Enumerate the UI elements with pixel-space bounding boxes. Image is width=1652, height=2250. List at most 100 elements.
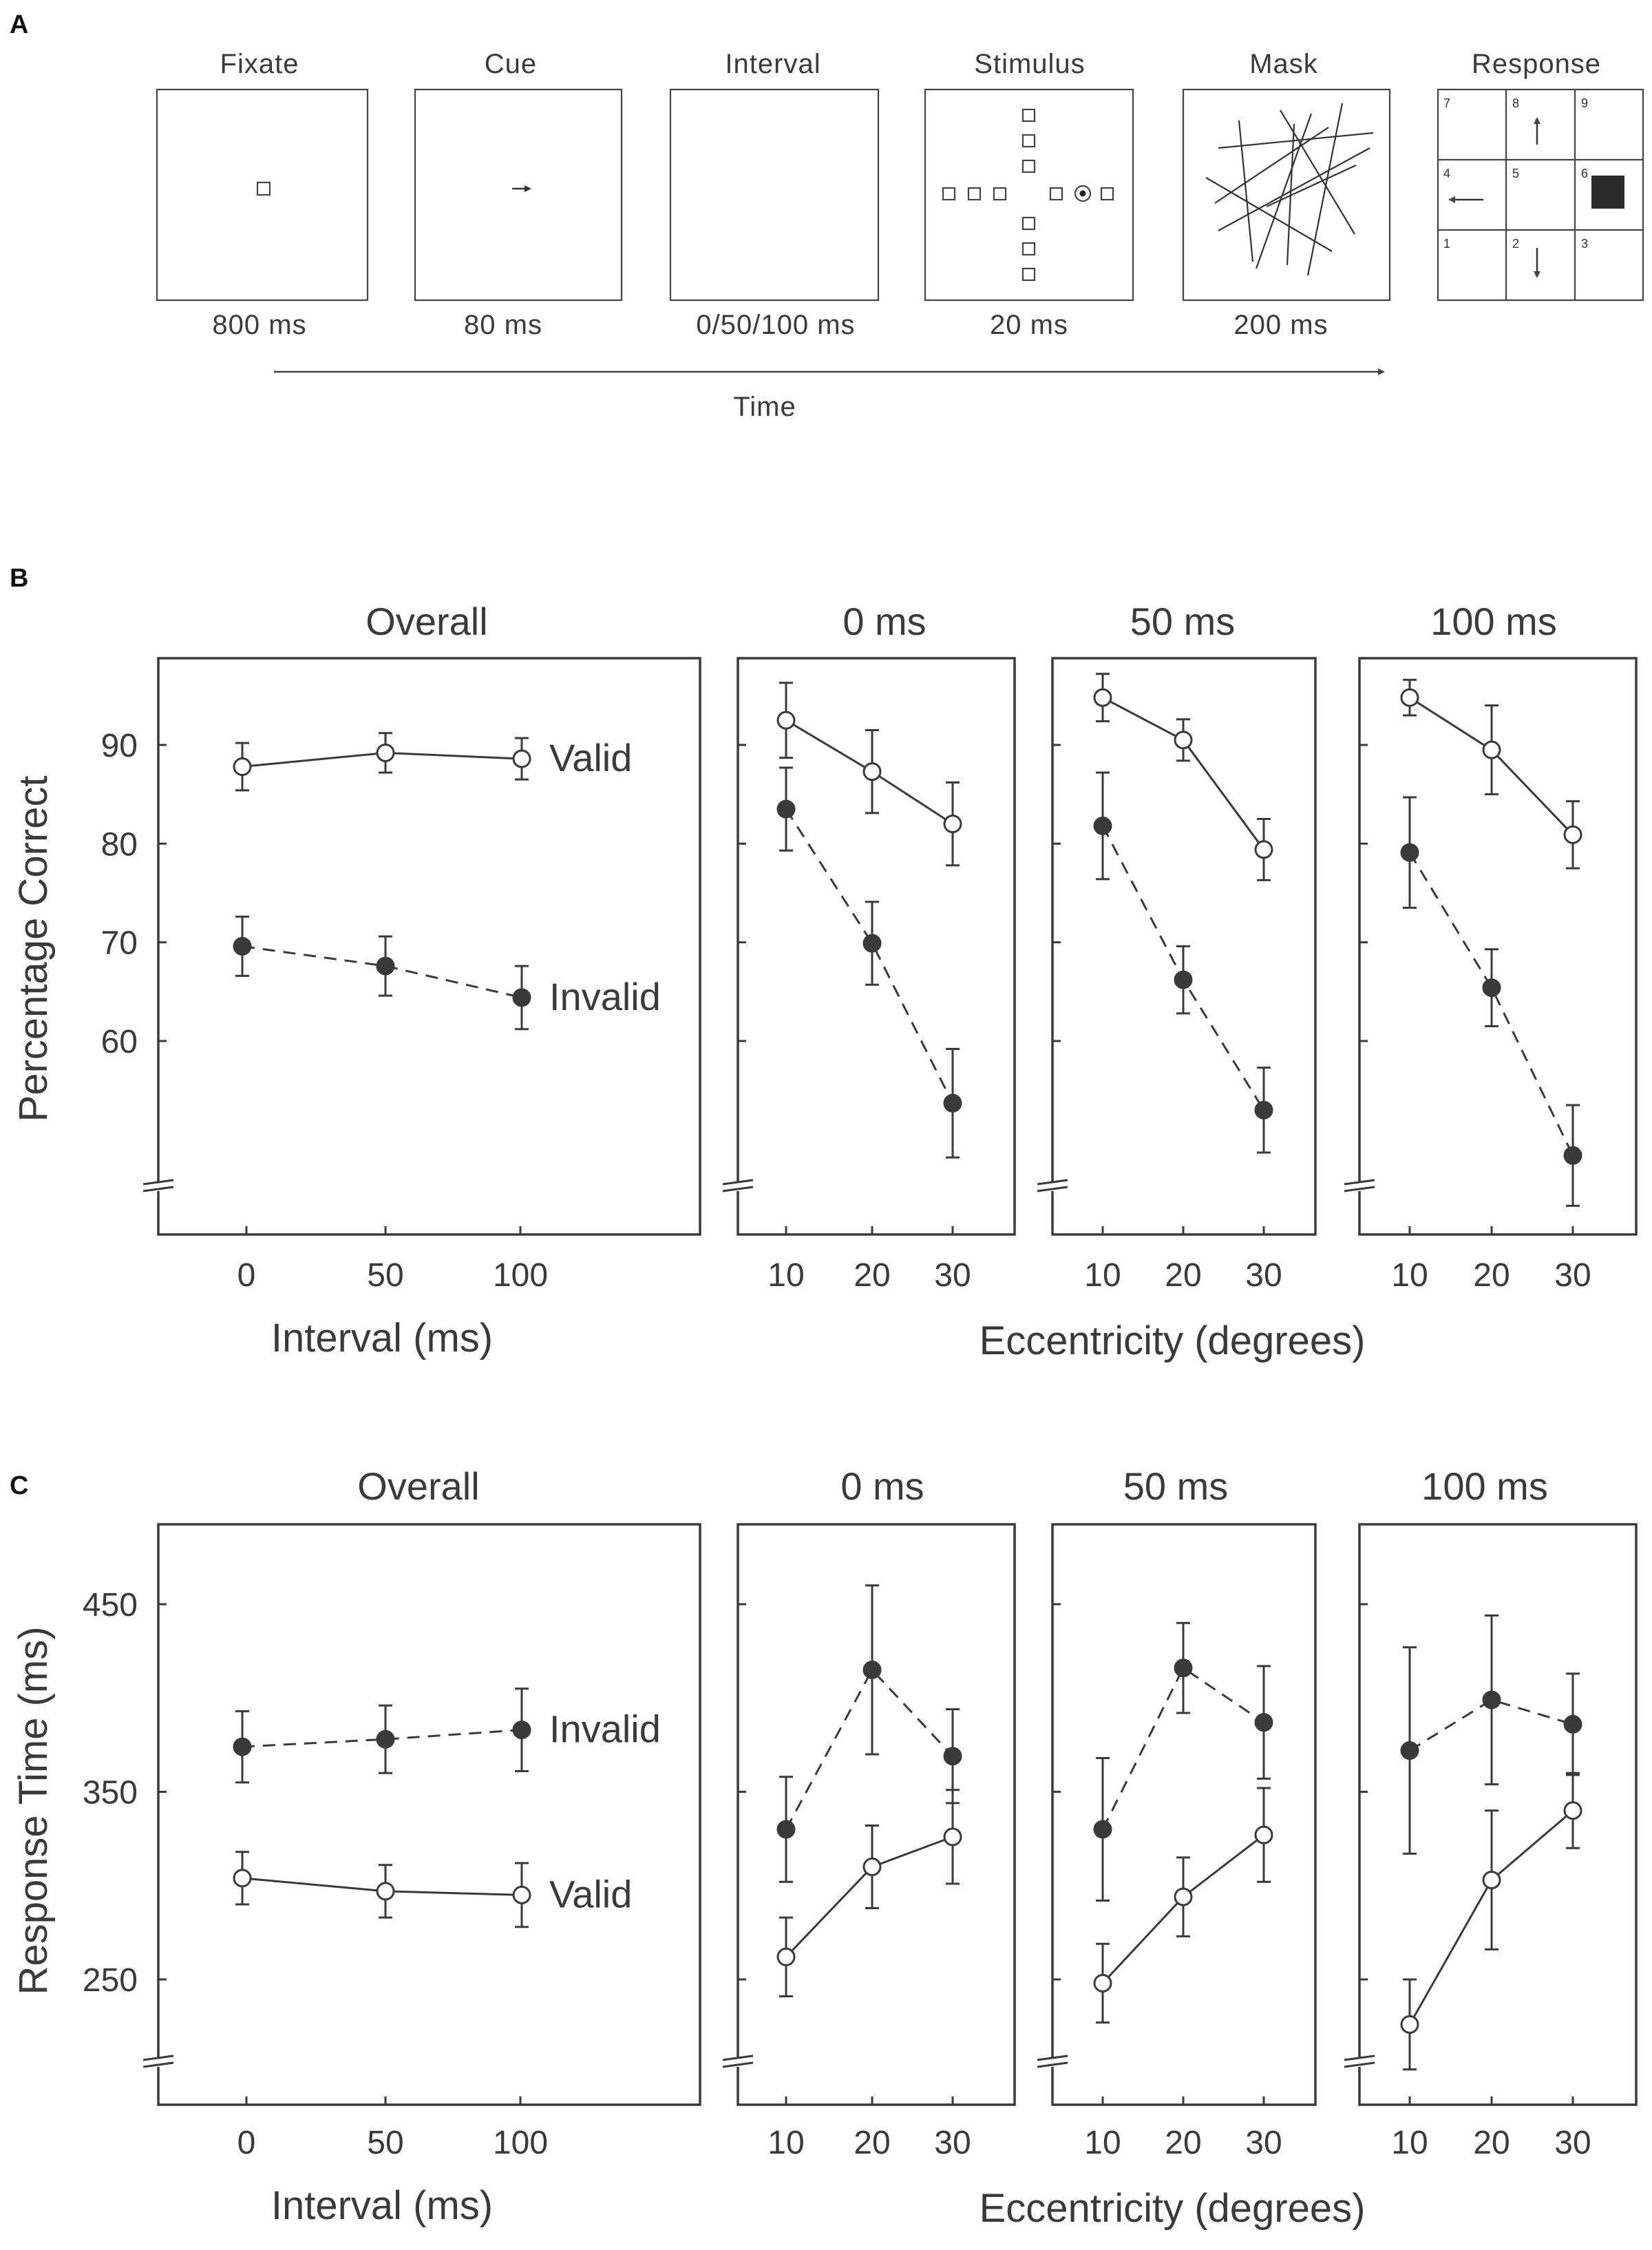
data-point-invalid: [512, 1721, 531, 1740]
grid-number: 8: [1512, 96, 1519, 110]
axis-break-mark: [142, 2061, 174, 2068]
x-tick-label: 100: [493, 1257, 548, 1294]
plot-area: 10 20 30: [1344, 678, 1591, 1294]
series-line-invalid: [785, 1668, 954, 1830]
axis-break-mark: [722, 1179, 754, 1186]
plot-area: 10 20 30: [1037, 1603, 1282, 2161]
x-tick-label: 0: [237, 1257, 256, 1294]
grid-number: 6: [1581, 167, 1588, 180]
chart-title: 50 ms: [1130, 600, 1236, 643]
frame-label: Cue: [485, 49, 537, 79]
axis-break-gap: [1357, 1181, 1362, 1191]
series-line-invalid: [242, 945, 522, 999]
chart-c-0ms: 0 ms 10 20 30: [722, 1464, 1016, 2161]
time-label: Time: [733, 392, 796, 422]
frame-box: [156, 88, 369, 302]
data-point-valid: [512, 1885, 531, 1904]
data-point-valid: [1174, 730, 1193, 750]
x-tick-label: 30: [934, 1257, 971, 1294]
data-point-invalid: [233, 1737, 252, 1756]
x-tick-label: 30: [1245, 2125, 1282, 2161]
data-point-valid: [776, 1947, 796, 1966]
axis-break-mark: [1344, 2054, 1375, 2061]
axis-break-mark: [142, 1179, 174, 1186]
data-point-invalid: [943, 1093, 962, 1113]
x-tick-label: 50: [367, 1257, 403, 1294]
fixation-square-icon: [256, 181, 271, 196]
panel-label-b: B: [10, 564, 28, 593]
data-point-valid: [1563, 1801, 1582, 1820]
data-point-invalid: [776, 1820, 796, 1839]
series-label-valid: Valid: [549, 736, 632, 779]
axis-break-mark: [1344, 2061, 1375, 2068]
plot-frame: [1051, 1523, 1317, 2106]
axis-break-gap: [156, 1181, 161, 1191]
data-point-valid: [776, 711, 796, 730]
axis-break-mark: [142, 2054, 174, 2061]
series-label-invalid: Invalid: [549, 975, 661, 1018]
data-point-invalid: [1400, 1741, 1419, 1760]
x-tick-label: 20: [854, 2125, 890, 2161]
data-point-valid: [943, 1827, 962, 1847]
y-tick-label: 80: [101, 826, 138, 863]
data-point-valid: [1093, 1973, 1112, 1993]
data-point-valid: [1093, 688, 1112, 707]
frame-box: [414, 88, 623, 302]
series-line-invalid: [1408, 852, 1574, 1156]
frame-mask: Mask 200 ms: [1182, 49, 1391, 340]
data-point-invalid: [1482, 978, 1501, 998]
cue-arrowhead-icon: [525, 185, 531, 192]
axis-break-mark: [1037, 1186, 1068, 1192]
frame-stimulus: Stimulus 20 ms: [924, 49, 1134, 340]
chart-c-100ms: 100 ms 10 20 30: [1344, 1464, 1638, 2161]
data-point-invalid: [1482, 1690, 1501, 1710]
plot-frame: [157, 657, 701, 1236]
data-point-invalid: [776, 799, 796, 819]
x-tick-label: 10: [767, 1257, 804, 1294]
plot-frame: [1358, 657, 1638, 1236]
grid-number: 9: [1581, 96, 1588, 110]
grid-number: 4: [1443, 167, 1450, 180]
frame-label: Fixate: [220, 49, 299, 79]
data-point-valid: [1254, 1825, 1273, 1844]
x-axis-label: Interval (ms): [271, 1316, 493, 1360]
axis-break-mark: [722, 1186, 754, 1192]
y-tick-label: 90: [101, 728, 138, 764]
x-axis-label: Interval (ms): [271, 2183, 493, 2228]
data-point-valid: [943, 814, 962, 834]
data-point-invalid: [1093, 1820, 1112, 1839]
chart-b-0ms: 0 ms 10 20 30: [722, 600, 1016, 1294]
data-point-invalid: [1400, 843, 1419, 862]
y-axis-label: Percentage Correct: [11, 776, 56, 1122]
x-tick-label: 10: [1084, 1257, 1121, 1294]
x-tick-label: 0: [237, 2125, 256, 2161]
grid-number: 5: [1512, 167, 1519, 180]
axis-break-mark: [1037, 1179, 1068, 1186]
panel-label-a: A: [10, 10, 28, 39]
data-point-valid: [1400, 2015, 1419, 2034]
axis-break-mark: [1344, 1179, 1375, 1186]
data-point-invalid: [1093, 817, 1112, 836]
frame-interval: Interval 0/50/100 ms: [669, 49, 880, 340]
data-point-invalid: [862, 1660, 882, 1679]
axis-break-mark: [722, 2054, 754, 2061]
plot-area: 10 20 30: [722, 682, 971, 1294]
y-tick-label: 70: [101, 925, 138, 962]
y-axis-label: Response Time (ms): [11, 1626, 56, 1995]
series-line-invalid: [242, 1729, 522, 1748]
data-point-valid: [1563, 825, 1582, 844]
plot-area: 250 350 450 0 50 100 Invalid Valid: [83, 1587, 661, 2161]
series-label-valid: Valid: [549, 1872, 632, 1915]
data-point-invalid: [512, 988, 531, 1007]
series-line-invalid: [1409, 1699, 1574, 1752]
chart-title: Overall: [357, 1464, 479, 1508]
data-point-invalid: [1174, 1659, 1193, 1678]
data-point-invalid: [233, 936, 252, 956]
axis-break-mark: [1037, 2061, 1068, 2068]
y-tick-label: 60: [101, 1024, 138, 1060]
chart-b-50ms: 50 ms 10 20 30: [1037, 600, 1317, 1294]
data-point-valid: [862, 762, 882, 781]
data-point-valid: [1174, 1887, 1193, 1906]
axis-break-gap: [1357, 2057, 1362, 2067]
